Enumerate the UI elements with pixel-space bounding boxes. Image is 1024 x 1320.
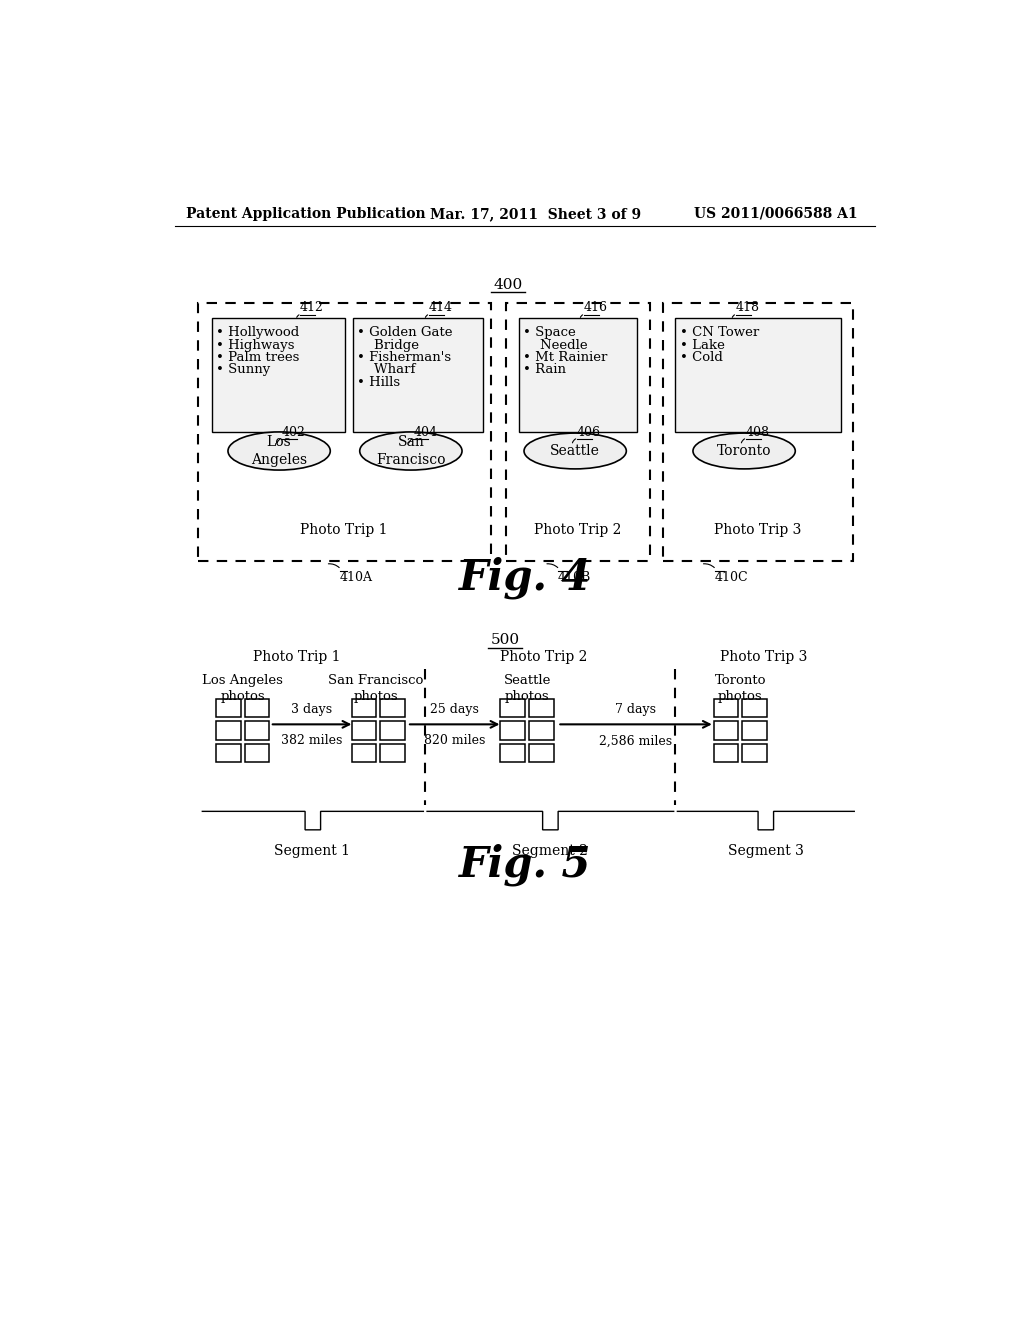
Bar: [380, 721, 406, 739]
Text: • Sunny: • Sunny: [216, 363, 270, 376]
Text: • Cold: • Cold: [680, 351, 723, 364]
Bar: [216, 743, 241, 762]
Ellipse shape: [524, 433, 627, 469]
Text: Photo Trip 3: Photo Trip 3: [714, 523, 801, 537]
Bar: [742, 721, 767, 739]
Bar: [501, 700, 525, 718]
Bar: [506, 304, 649, 561]
Bar: [714, 743, 738, 762]
Text: 400: 400: [494, 277, 522, 292]
Bar: [245, 700, 269, 718]
Text: • Mt Rainier: • Mt Rainier: [523, 351, 607, 364]
Bar: [501, 721, 525, 739]
Text: Seattle: Seattle: [550, 444, 600, 458]
Text: 820 miles: 820 miles: [424, 734, 485, 747]
Text: 410A: 410A: [340, 572, 373, 585]
Bar: [245, 743, 269, 762]
Text: 7 days: 7 days: [615, 702, 656, 715]
Bar: [245, 721, 269, 739]
Text: 382 miles: 382 miles: [281, 734, 342, 747]
Text: Toronto
photos: Toronto photos: [715, 675, 766, 704]
Text: 25 days: 25 days: [430, 702, 478, 715]
Text: • CN Tower: • CN Tower: [680, 326, 759, 339]
Bar: [501, 743, 525, 762]
Text: Fig. 5: Fig. 5: [459, 843, 591, 886]
Text: 418: 418: [735, 301, 760, 314]
Bar: [198, 304, 490, 561]
Text: Photo Trip 2: Photo Trip 2: [534, 523, 622, 537]
Text: US 2011/0066588 A1: US 2011/0066588 A1: [693, 207, 857, 220]
Bar: [351, 721, 377, 739]
Text: San
Francisco: San Francisco: [376, 436, 445, 467]
Bar: [380, 700, 406, 718]
Bar: [380, 743, 406, 762]
Bar: [351, 700, 377, 718]
Bar: [663, 304, 853, 561]
Text: Photo Trip 1: Photo Trip 1: [253, 651, 341, 664]
Bar: [216, 721, 241, 739]
Bar: [742, 700, 767, 718]
Text: Photo Trip 2: Photo Trip 2: [501, 651, 588, 664]
Text: Segment 1: Segment 1: [274, 843, 350, 858]
Bar: [742, 743, 767, 762]
Text: Mar. 17, 2011  Sheet 3 of 9: Mar. 17, 2011 Sheet 3 of 9: [430, 207, 641, 220]
Text: Patent Application Publication: Patent Application Publication: [186, 207, 426, 220]
Text: 3 days: 3 days: [291, 702, 332, 715]
Bar: [714, 721, 738, 739]
Text: Wharf: Wharf: [357, 363, 416, 376]
Bar: [529, 700, 554, 718]
Text: 414: 414: [429, 301, 453, 314]
Text: Seattle
photos: Seattle photos: [504, 675, 551, 704]
Text: Photo Trip 3: Photo Trip 3: [720, 651, 807, 664]
Text: • Golden Gate: • Golden Gate: [357, 326, 453, 339]
Bar: [675, 318, 841, 432]
Text: • Space: • Space: [523, 326, 575, 339]
Text: 410C: 410C: [715, 572, 749, 585]
Bar: [714, 700, 738, 718]
Ellipse shape: [693, 433, 796, 469]
Text: Photo Trip 1: Photo Trip 1: [300, 523, 388, 537]
Text: Needle: Needle: [523, 339, 588, 351]
Text: 416: 416: [584, 301, 607, 314]
Bar: [216, 700, 241, 718]
Bar: [529, 743, 554, 762]
Text: Segment 2: Segment 2: [512, 843, 589, 858]
Text: 412: 412: [300, 301, 324, 314]
Text: Los
Angeles: Los Angeles: [251, 436, 307, 467]
Text: • Fisherman's: • Fisherman's: [357, 351, 452, 364]
Text: Los Angeles
photos: Los Angeles photos: [203, 675, 284, 704]
Text: 2,586 miles: 2,586 miles: [599, 734, 672, 747]
Bar: [529, 721, 554, 739]
Text: Bridge: Bridge: [357, 339, 420, 351]
Text: • Highways: • Highways: [216, 339, 295, 351]
Bar: [212, 318, 345, 432]
Text: 404: 404: [414, 425, 437, 438]
Text: • Rain: • Rain: [523, 363, 566, 376]
Bar: [351, 743, 377, 762]
Text: Fig. 4: Fig. 4: [459, 556, 591, 599]
Text: 408: 408: [745, 425, 770, 438]
Text: • Hills: • Hills: [357, 376, 400, 388]
Text: San Francisco
photos: San Francisco photos: [329, 675, 424, 704]
Text: • Hollywood: • Hollywood: [216, 326, 300, 339]
Ellipse shape: [359, 432, 462, 470]
Bar: [518, 318, 637, 432]
Text: • Lake: • Lake: [680, 339, 725, 351]
Bar: [352, 318, 483, 432]
Text: • Palm trees: • Palm trees: [216, 351, 300, 364]
Text: 406: 406: [577, 425, 601, 438]
Text: Segment 3: Segment 3: [728, 843, 804, 858]
Ellipse shape: [228, 432, 331, 470]
Text: 402: 402: [282, 425, 305, 438]
Text: 410B: 410B: [558, 572, 592, 585]
Text: Toronto: Toronto: [717, 444, 771, 458]
Text: 500: 500: [490, 634, 520, 647]
